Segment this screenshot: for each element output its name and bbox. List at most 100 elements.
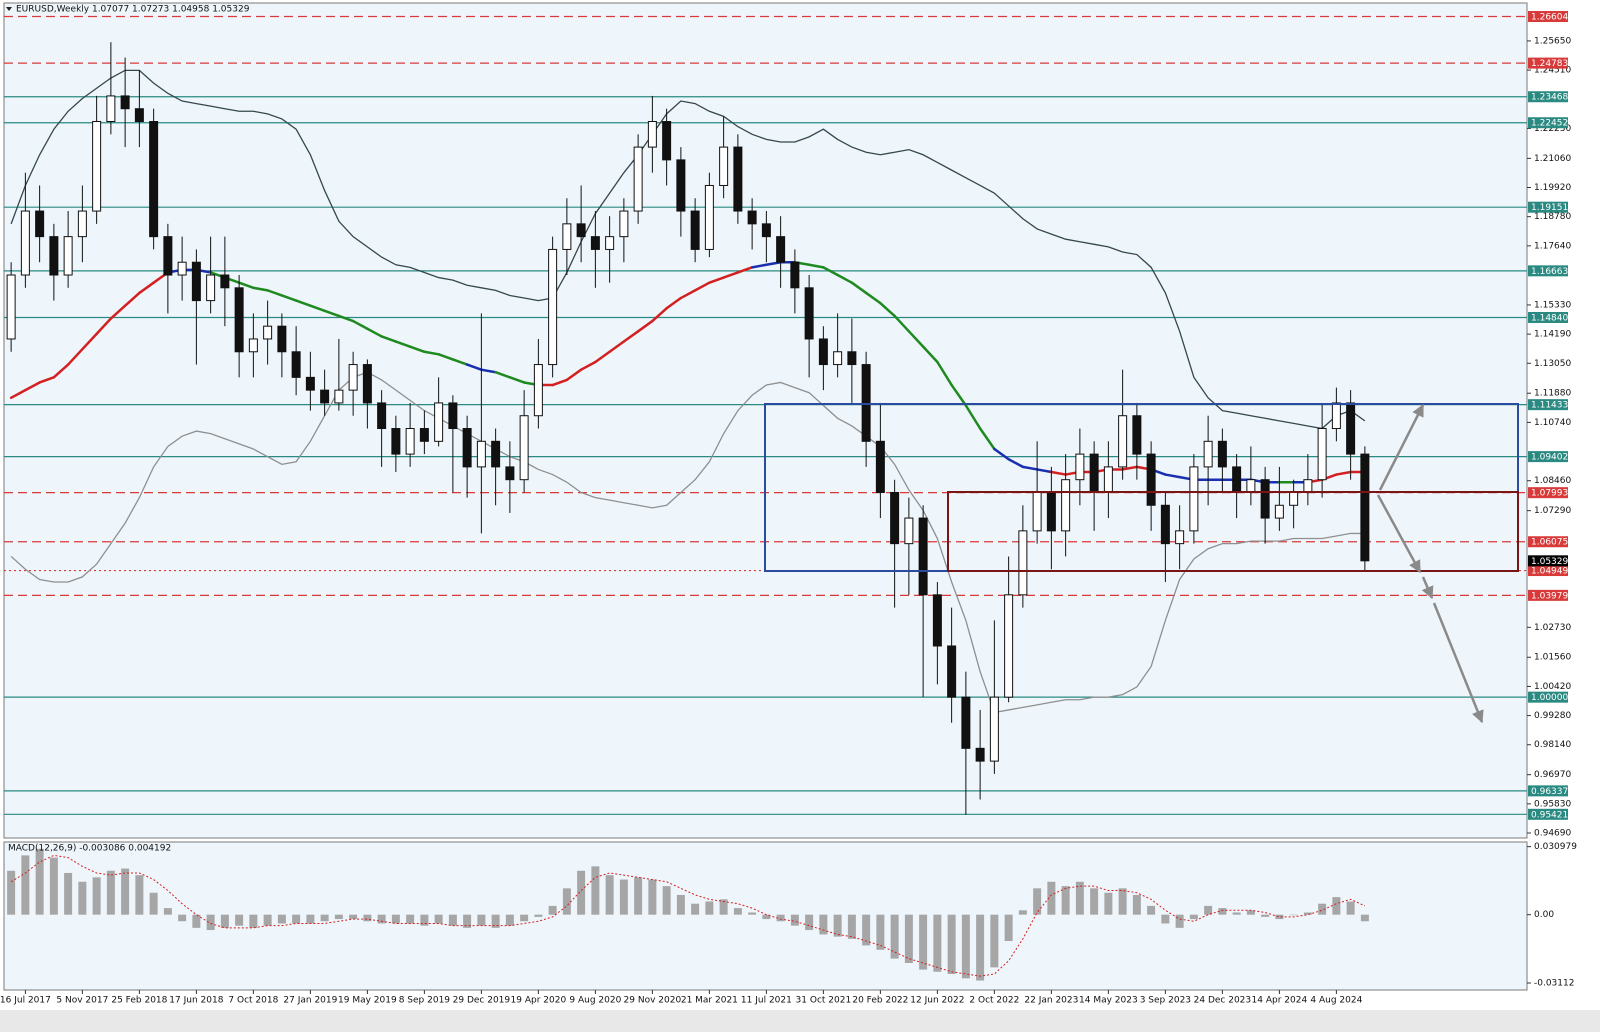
moving-average (266, 289, 284, 297)
candle-body (633, 146, 643, 212)
macd-bar (1261, 914, 1270, 917)
moving-average (508, 376, 526, 384)
candle-body (605, 236, 615, 250)
moving-average (936, 360, 953, 387)
macd-bar (1189, 914, 1198, 920)
moving-average (465, 363, 483, 371)
moving-average (651, 307, 668, 323)
candle-body (35, 210, 45, 238)
x-tick-label: 31 Oct 2021 (796, 996, 852, 1006)
macd-bar (591, 866, 600, 915)
moving-average (337, 314, 355, 323)
level-label-box (1528, 57, 1568, 69)
y-tick-label: 0.99280 (1534, 711, 1571, 721)
moving-average (636, 319, 654, 333)
candle-body (1346, 402, 1356, 455)
arrow (1421, 576, 1434, 600)
candle-body (1118, 415, 1128, 468)
candle-body (704, 184, 714, 250)
candle-body (847, 351, 857, 366)
x-tick-label: 3 Sep 2023 (1140, 996, 1191, 1006)
moving-average (252, 286, 269, 292)
macd-bar (1275, 914, 1284, 920)
moving-average (722, 271, 740, 279)
menu-triangle (6, 7, 12, 11)
y-tick-label: 1.17640 (1534, 241, 1571, 251)
candle-body (1217, 440, 1227, 468)
x-tick-label: 20 Feb 2022 (852, 996, 908, 1006)
level-label: 1.14840 (1531, 313, 1568, 323)
candle-body (263, 325, 273, 340)
candle-body (875, 440, 885, 493)
candle-body (932, 594, 942, 647)
macd-bar (890, 914, 899, 959)
y-tick-label: 1.13050 (1534, 359, 1571, 369)
level-label: 1.23468 (1531, 93, 1568, 103)
candle-body (818, 338, 828, 366)
candle-body (804, 287, 814, 340)
moving-average (52, 363, 70, 379)
moving-average (864, 291, 882, 305)
macd-bar (847, 914, 856, 939)
candle-body (1317, 428, 1327, 481)
macd-bar (206, 914, 215, 931)
candle-body (1032, 491, 1042, 532)
macd-bar (733, 908, 742, 915)
macd-bar (534, 914, 543, 917)
level-label-box (1528, 589, 1568, 601)
macd-bar (933, 914, 942, 972)
candle-body (391, 428, 401, 455)
macd-bar (306, 914, 315, 924)
macd-bar (406, 914, 415, 924)
candle-body (590, 236, 600, 250)
arrow (1378, 403, 1425, 491)
x-tick-label: 29 Dec 2019 (453, 996, 511, 1006)
moving-average (1050, 470, 1067, 476)
moving-average (750, 263, 768, 269)
level-label: 1.09402 (1531, 453, 1568, 463)
level-label-box (1528, 311, 1568, 323)
x-tick-label: 22 Jan 2023 (1024, 996, 1078, 1006)
candle-body (92, 121, 102, 212)
macd-bar (334, 914, 343, 920)
x-tick-label: 19 Apr 2020 (511, 996, 567, 1006)
moving-average (1121, 465, 1139, 471)
macd-bar (434, 914, 443, 924)
candle-body (6, 274, 16, 340)
macd-title: MACD(12,26,9) -0.003086 0.004192 (8, 844, 171, 854)
candle-body (1246, 479, 1256, 493)
x-tick-label: 29 Nov 2020 (624, 996, 682, 1006)
candle-body (1075, 453, 1085, 481)
moving-average (993, 447, 1010, 461)
candle-body (220, 274, 230, 289)
candle-body (1089, 453, 1099, 493)
macd-bar (1132, 894, 1141, 915)
macd-bar (691, 903, 700, 915)
moving-average (366, 327, 383, 338)
candle-body (191, 261, 201, 302)
macd-bar (78, 881, 87, 915)
x-tick-label: 4 Aug 2024 (1310, 996, 1362, 1006)
macd-bar (121, 868, 130, 915)
x-tick-label: 2 Oct 2022 (969, 996, 1019, 1006)
candle-body (890, 491, 900, 545)
x-tick-label: 19 May 2019 (338, 996, 397, 1006)
moving-average (565, 368, 583, 382)
macd-bar (961, 914, 970, 979)
level-label-box (1528, 91, 1568, 103)
y-tick-label: 1.07290 (1534, 506, 1571, 516)
moving-average (551, 378, 569, 387)
macd-bar (235, 914, 244, 926)
moving-average (494, 370, 512, 379)
macd-bar (748, 912, 757, 915)
moving-average (579, 360, 597, 371)
candle-body (975, 747, 985, 762)
macd-bar (363, 914, 372, 922)
macd-bar (776, 914, 785, 922)
moving-average (380, 335, 398, 343)
x-tick-label: 17 Jun 2018 (169, 996, 223, 1006)
macd-bar (819, 914, 828, 935)
macd-bar (676, 894, 685, 915)
y-tick-label: 1.02730 (1534, 623, 1571, 633)
macd-bar (192, 914, 201, 928)
